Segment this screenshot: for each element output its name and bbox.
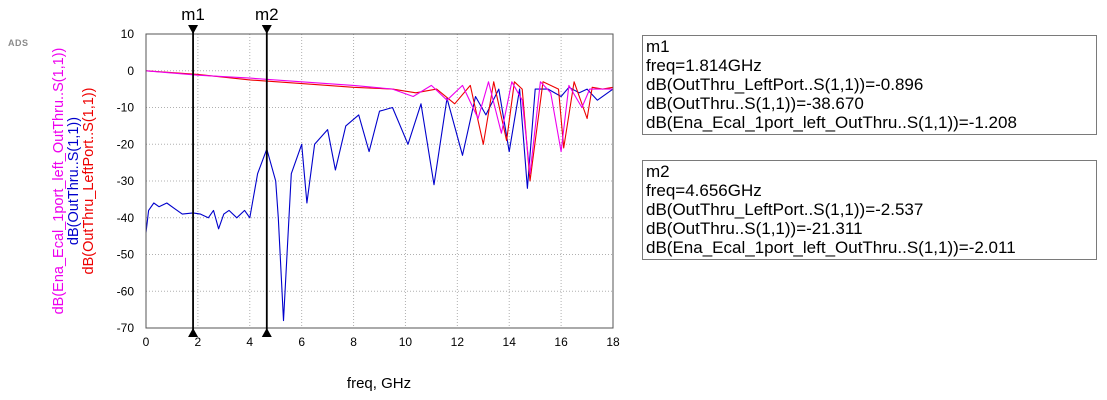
y-tick-label: -30 bbox=[117, 174, 135, 188]
marker-value: dB(OutThru..S(1,1))=-38.670 bbox=[646, 94, 864, 113]
y-tick-label: -70 bbox=[117, 321, 135, 335]
y-axis-label: dB(OutThru_LeftPort..S(1,1)) bbox=[81, 88, 97, 275]
marker-freq: freq=4.656GHz bbox=[646, 181, 762, 200]
x-tick-label: 0 bbox=[143, 335, 150, 349]
x-tick-label: 14 bbox=[503, 335, 517, 349]
x-tick-label: 4 bbox=[246, 335, 253, 349]
x-tick-label: 6 bbox=[298, 335, 305, 349]
y-axis-label: dB(OutThru..S(1,1)) bbox=[66, 117, 82, 245]
x-tick-label: 18 bbox=[606, 335, 620, 349]
marker-arrow-bottom bbox=[261, 328, 272, 337]
marker-title: m2 bbox=[646, 162, 670, 181]
marker-value: dB(Ena_Ecal_1port_left_OutThru..S(1,1))=… bbox=[646, 113, 1017, 132]
s-parameter-chart: m1 m2 0 2 4 6 8 10 12 14 16 18 10 0 -10 -20 -30 -40 -50 -6… bbox=[51, 5, 620, 392]
y-tick-label: -20 bbox=[117, 137, 135, 151]
x-tick-label: 16 bbox=[554, 335, 568, 349]
y-tick-label: -50 bbox=[117, 248, 135, 262]
series-line bbox=[145, 86, 614, 322]
marker-arrow-top bbox=[188, 25, 199, 34]
series-line bbox=[145, 70, 614, 182]
y-tick-label: -10 bbox=[117, 101, 135, 115]
plot-frame bbox=[145, 33, 614, 329]
x-tick-label: 8 bbox=[350, 335, 357, 349]
axes: 0 2 4 6 8 10 12 14 16 18 10 0 -10 -20 -30 -40 -50 -60 -70 bbox=[117, 27, 620, 349]
y-tick-label: -40 bbox=[117, 211, 135, 225]
y-tick-label: 10 bbox=[121, 27, 135, 41]
marker-arrow-bottom bbox=[188, 328, 199, 337]
marker-value: dB(OutThru_LeftPort..S(1,1))=-2.537 bbox=[646, 200, 924, 219]
series-line bbox=[145, 70, 613, 175]
y-axis-labels: dB(Ena_Ecal_1port_left_OutThru..S(1,1)) d… bbox=[51, 48, 97, 315]
marker-title: m1 bbox=[646, 37, 670, 56]
marker-label: m2 bbox=[255, 5, 279, 24]
x-tick-label: 10 bbox=[399, 335, 413, 349]
series-group bbox=[145, 70, 614, 322]
marker-value: dB(Ena_Ecal_1port_left_OutThru..S(1,1))=… bbox=[646, 238, 1016, 257]
x-tick-label: 2 bbox=[195, 335, 202, 349]
ads-logo: ADS bbox=[8, 38, 29, 48]
y-axis-label: dB(Ena_Ecal_1port_left_OutThru..S(1,1)) bbox=[51, 48, 67, 315]
marker-freq: freq=1.814GHz bbox=[646, 56, 762, 75]
marker-arrow-top bbox=[261, 25, 272, 34]
marker-value: dB(OutThru_LeftPort..S(1,1))=-0.896 bbox=[646, 75, 924, 94]
x-axis-label: freq, GHz bbox=[347, 375, 411, 392]
y-tick-label: -60 bbox=[117, 284, 135, 298]
marker-readout-m2[interactable]: m2 freq=4.656GHz dB(OutThru_LeftPort..S(… bbox=[642, 160, 1097, 260]
plot-area bbox=[146, 34, 613, 328]
marker-label: m1 bbox=[181, 5, 205, 24]
x-tick-label: 12 bbox=[451, 335, 465, 349]
marker-value: dB(OutThru..S(1,1))=-21.311 bbox=[646, 219, 863, 238]
marker-group: m1 m2 bbox=[181, 5, 279, 337]
marker-readout-m1[interactable]: m1 freq=1.814GHz dB(OutThru_LeftPort..S(… bbox=[642, 35, 1097, 135]
y-tick-label: 0 bbox=[127, 64, 134, 78]
